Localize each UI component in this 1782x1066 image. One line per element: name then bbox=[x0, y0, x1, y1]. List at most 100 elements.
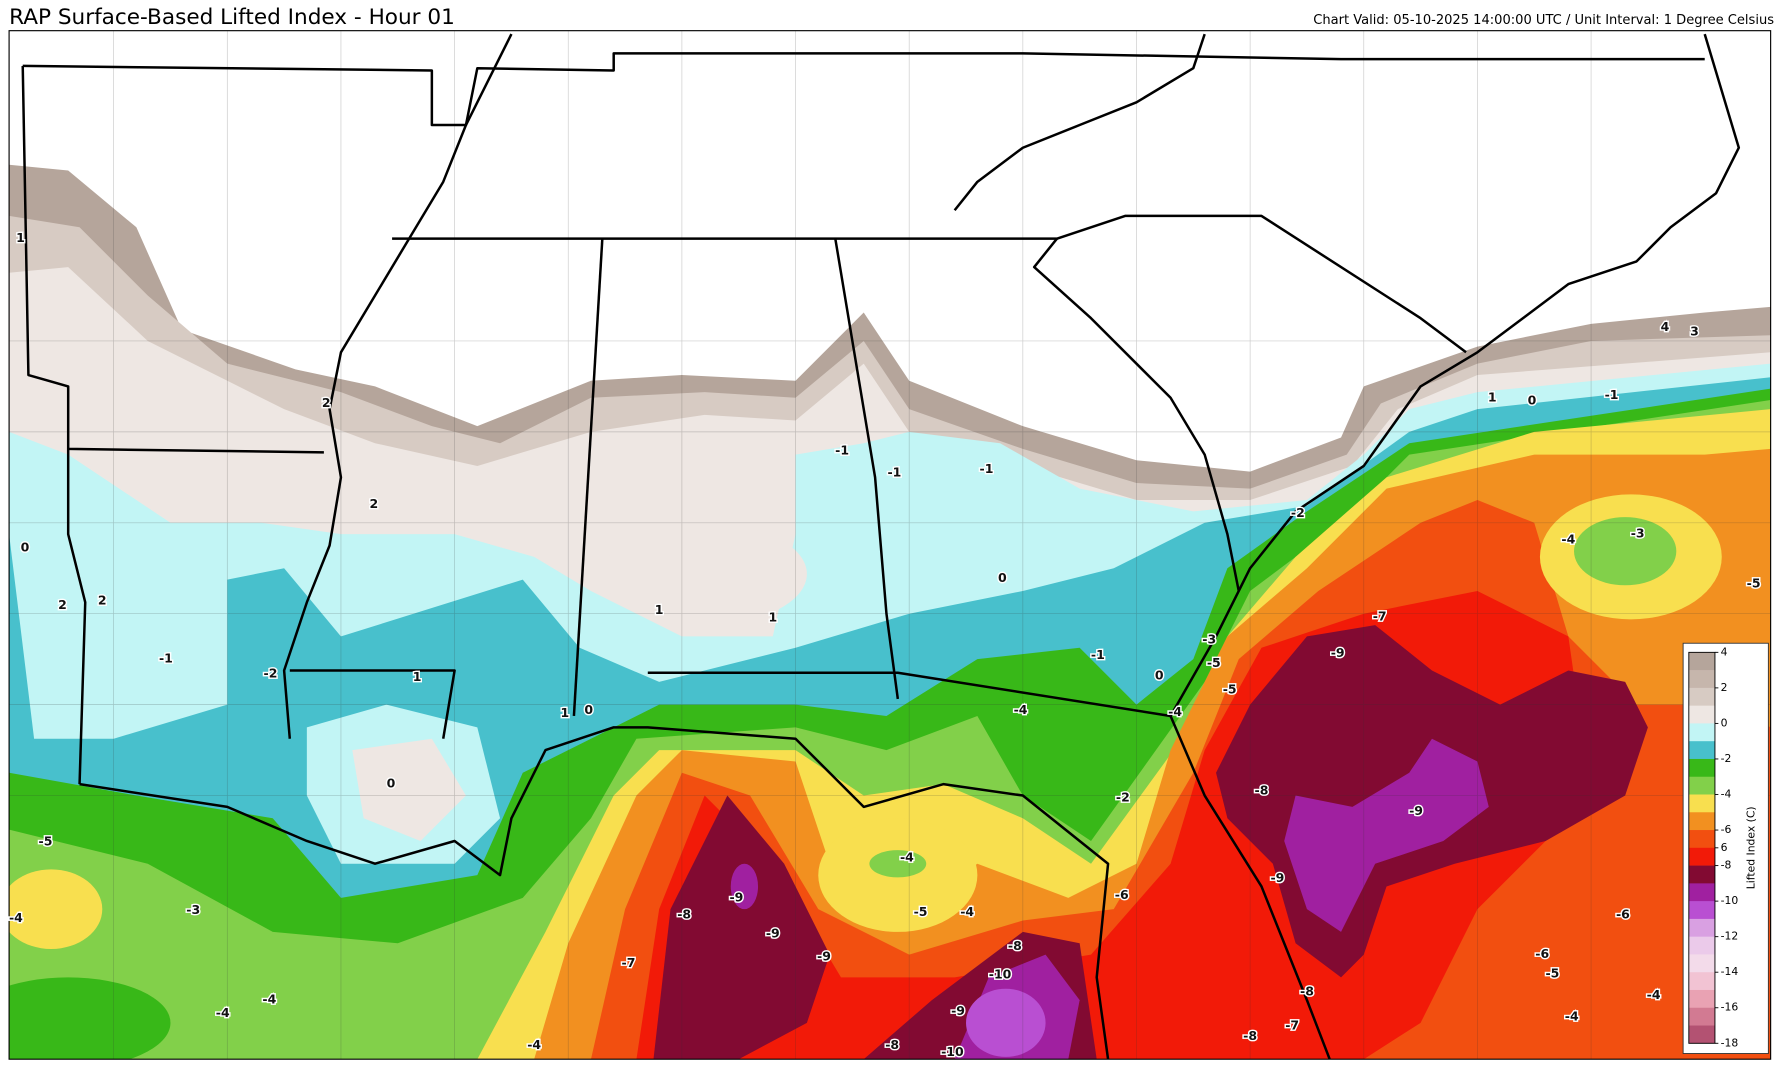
colorbar-tick-label: -18 bbox=[1721, 1036, 1739, 1049]
contour-label: 1 bbox=[655, 602, 664, 617]
colorbar-band bbox=[1688, 972, 1715, 991]
contour-label: 1 bbox=[560, 705, 569, 720]
contour-label: 0 bbox=[584, 702, 593, 717]
colorbar-band bbox=[1688, 1025, 1715, 1044]
colorbar-tick-label: 2 bbox=[1721, 681, 1728, 694]
colorbar-band bbox=[1688, 865, 1715, 884]
map-frame bbox=[8, 30, 1772, 1060]
colorbar-tick-label: 4 bbox=[1721, 645, 1728, 658]
contour-label: -1 bbox=[1091, 647, 1105, 662]
contour-label: -2 bbox=[1116, 789, 1130, 804]
contour-label: -6 bbox=[1535, 946, 1549, 961]
colorbar-band bbox=[1688, 758, 1715, 778]
contour-label: -9 bbox=[1270, 870, 1284, 885]
contour-label: -8 bbox=[1255, 782, 1269, 797]
contour-label: 0 bbox=[21, 539, 30, 554]
contour-label: 1 bbox=[768, 610, 777, 625]
colorbar-band bbox=[1688, 705, 1715, 724]
colorbar-band bbox=[1688, 812, 1715, 831]
map-fields bbox=[9, 30, 1771, 1060]
contour-label: 2 bbox=[58, 597, 67, 612]
colorbar-label: Lifted Index (C) bbox=[1745, 806, 1758, 889]
contour-label: -8 bbox=[885, 1037, 899, 1052]
map-title: RAP Surface-Based Lifted Index - Hour 01 bbox=[9, 5, 455, 30]
contour-label: -4 bbox=[1168, 704, 1182, 719]
contour-label: -1 bbox=[159, 651, 173, 666]
contour-label: 1 bbox=[1488, 389, 1497, 404]
contour-label: -4 bbox=[262, 992, 276, 1007]
contour-label: -3 bbox=[1202, 631, 1216, 646]
colorbar-tick-label: -2 bbox=[1721, 752, 1732, 765]
contour-label: -8 bbox=[1300, 984, 1314, 999]
contour-label: -5 bbox=[1747, 576, 1761, 591]
colorbar-band bbox=[1688, 776, 1715, 795]
contour-label: -5 bbox=[39, 834, 53, 849]
contour-label: -4 bbox=[1561, 531, 1575, 546]
contour-label: -4 bbox=[900, 850, 914, 865]
colorbar-band bbox=[1688, 687, 1715, 706]
colorbar-band bbox=[1688, 936, 1715, 955]
colorbar-band bbox=[1688, 741, 1715, 760]
colorbar-band bbox=[1688, 918, 1715, 938]
contour-label: 0 bbox=[998, 570, 1007, 585]
contour-label: -1 bbox=[1605, 387, 1619, 402]
contour-label: 1 bbox=[16, 230, 25, 245]
contour-label: -9 bbox=[729, 889, 743, 904]
contour-label: -7 bbox=[1373, 609, 1387, 624]
contour-label: -5 bbox=[1223, 681, 1237, 696]
contour-label: -4 bbox=[1565, 1009, 1579, 1024]
colorbar-band bbox=[1688, 883, 1715, 902]
contour-label: -8 bbox=[1008, 938, 1022, 953]
contour-label: -9 bbox=[817, 948, 831, 963]
contour-label: 0 bbox=[387, 776, 396, 791]
contour-label: 2 bbox=[98, 593, 107, 608]
valid-text: Chart Valid: 05-10-2025 14:00:00 UTC / U… bbox=[1313, 13, 1774, 28]
contour-label: 0 bbox=[1528, 393, 1537, 408]
colorbar-tick-label: 6 bbox=[1721, 841, 1728, 854]
contour-label: -7 bbox=[1285, 1018, 1299, 1033]
contour-label: -5 bbox=[914, 904, 928, 919]
contour-label: -8 bbox=[1243, 1028, 1257, 1043]
colorbar-tick-label: 0 bbox=[1721, 716, 1728, 729]
contour-label: 2 bbox=[370, 496, 379, 511]
contour-label: 4 bbox=[1661, 319, 1670, 334]
colorbar-tick-label: -16 bbox=[1721, 1001, 1739, 1014]
colorbar-tick-label: -14 bbox=[1721, 965, 1739, 978]
contour-label: -10 bbox=[989, 967, 1012, 982]
colorbar-band bbox=[1688, 901, 1715, 920]
contour-label: -5 bbox=[1545, 965, 1559, 980]
contour-label: -4 bbox=[960, 904, 974, 919]
colorbar-band bbox=[1688, 847, 1715, 866]
colorbar-band bbox=[1688, 954, 1715, 973]
contour-label: -4 bbox=[9, 910, 23, 925]
contour-label: 1 bbox=[413, 669, 422, 684]
colorbar-band bbox=[1688, 652, 1715, 671]
contour-label: 0 bbox=[1155, 668, 1164, 683]
colorbar-tick-label: -6 bbox=[1721, 823, 1732, 836]
colorbar-band bbox=[1688, 794, 1715, 813]
contour-label: -5 bbox=[1207, 655, 1221, 670]
colorbar-band bbox=[1688, 989, 1715, 1009]
contour-label: 3 bbox=[1690, 323, 1699, 338]
contour-label: -7 bbox=[622, 955, 636, 970]
colorbar-tick-label: -10 bbox=[1721, 894, 1739, 907]
contour-label: -4 bbox=[1014, 702, 1028, 717]
contour-label: -2 bbox=[264, 665, 278, 680]
contour-label: -1 bbox=[887, 464, 901, 479]
colorbar-tick-label: -4 bbox=[1721, 788, 1732, 801]
colorbar-band bbox=[1688, 1007, 1715, 1026]
contour-label: -9 bbox=[1331, 645, 1345, 660]
contour-label: -3 bbox=[1631, 526, 1645, 541]
contour-label: -1 bbox=[835, 443, 849, 458]
colorbar-band bbox=[1688, 830, 1715, 849]
contour-label: -10 bbox=[941, 1044, 964, 1059]
contour-label: -9 bbox=[766, 926, 780, 941]
colorbar: 4 2 0 -2 -4 -6 6 -8 -10 -12 -14 -16 -18 Lifted Index … bbox=[1688, 645, 1758, 1049]
contour-label: -4 bbox=[1647, 987, 1661, 1002]
contour-label: -6 bbox=[1616, 906, 1630, 921]
contour-label: -9 bbox=[951, 1003, 965, 1018]
colorbar-tick-label: -12 bbox=[1721, 930, 1739, 943]
